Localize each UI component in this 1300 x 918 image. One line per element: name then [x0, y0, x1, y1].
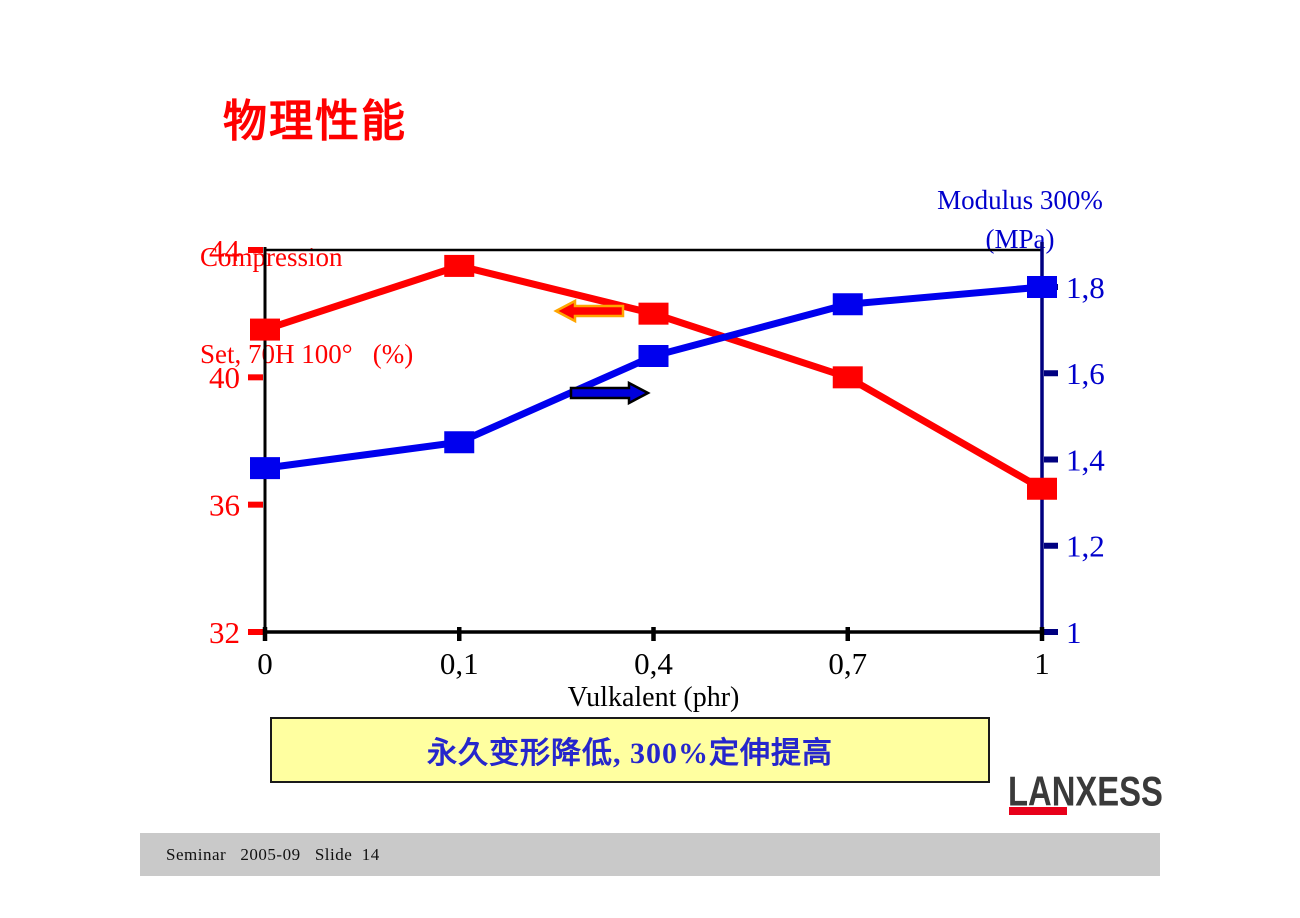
- right-axis-title-line1: Modulus 300%: [937, 185, 1103, 215]
- compression-set-series: [250, 254, 1057, 500]
- footer-text: Seminar 2005-09 Slide 14: [166, 844, 380, 864]
- x-tick-label: 0: [257, 646, 273, 681]
- left-tick-label: 44: [209, 235, 241, 268]
- data-point-marker: [832, 293, 863, 316]
- left-tick-label: 36: [209, 488, 240, 523]
- data-point-marker: [832, 366, 863, 389]
- right-arrow-icon: [569, 380, 651, 406]
- callout-box: 永久变形降低, 300%定伸提高: [270, 717, 990, 783]
- left-arrow-icon: [553, 298, 625, 324]
- lanxess-logo-underline: [1009, 807, 1067, 815]
- x-axis-label: Vulkalent (phr): [568, 682, 740, 713]
- data-point-marker: [1027, 276, 1057, 298]
- page-title: 物理性能: [223, 97, 407, 146]
- left-tick-label: 40: [209, 360, 240, 395]
- left-axis-ticks: 44 40 36 32: [209, 235, 263, 650]
- right-tick-label: 1,2: [1066, 529, 1105, 564]
- data-point-marker: [638, 302, 669, 325]
- x-tick-label: 0,1: [440, 646, 479, 681]
- right-tick-label: 1,6: [1066, 356, 1105, 391]
- lanxess-logo: LANXESS: [1008, 767, 1178, 819]
- left-tick-label: 32: [209, 615, 240, 650]
- lanxess-logo-text: LANXESS: [1008, 767, 1163, 815]
- data-point-marker: [250, 318, 280, 341]
- left-axis-title-line2: Set, 70H 100° (%): [200, 338, 414, 369]
- right-tick-label: 1: [1066, 615, 1082, 650]
- data-point-marker: [1027, 477, 1057, 500]
- right-tick-label: 1,8: [1066, 270, 1105, 305]
- modulus-series: [250, 276, 1057, 480]
- right-axis-ticks: 1,8 1,6 1,4 1,2 1: [1044, 270, 1105, 650]
- data-point-marker: [444, 431, 475, 454]
- data-point-marker: [250, 457, 280, 480]
- callout-text: 永久变形降低, 300%定伸提高: [427, 737, 833, 770]
- right-axis-title: Modulus 300% (MPa): [920, 181, 1120, 259]
- x-tick-label: 1: [1034, 646, 1050, 681]
- left-axis-title: Compression Set, 70H 100° (%): [200, 176, 413, 435]
- right-tick-label: 1,4: [1066, 442, 1105, 477]
- line-chart: 44 40 36 32 1,8 1,6 1,4 1,2 1 0 0,1 0,4 0,7 1 Vulkalen…: [209, 235, 1105, 713]
- footer-bar: Seminar 2005-09 Slide 14: [140, 833, 1160, 876]
- x-tick-label: 0,4: [634, 646, 673, 681]
- left-axis-title-line1: Compression: [200, 241, 343, 272]
- x-axis-ticks: 0 0,1 0,4 0,7 1 Vulkalent (phr): [257, 627, 1050, 713]
- data-point-marker: [638, 345, 669, 367]
- x-tick-label: 0,7: [828, 646, 867, 681]
- data-point-marker: [444, 254, 475, 277]
